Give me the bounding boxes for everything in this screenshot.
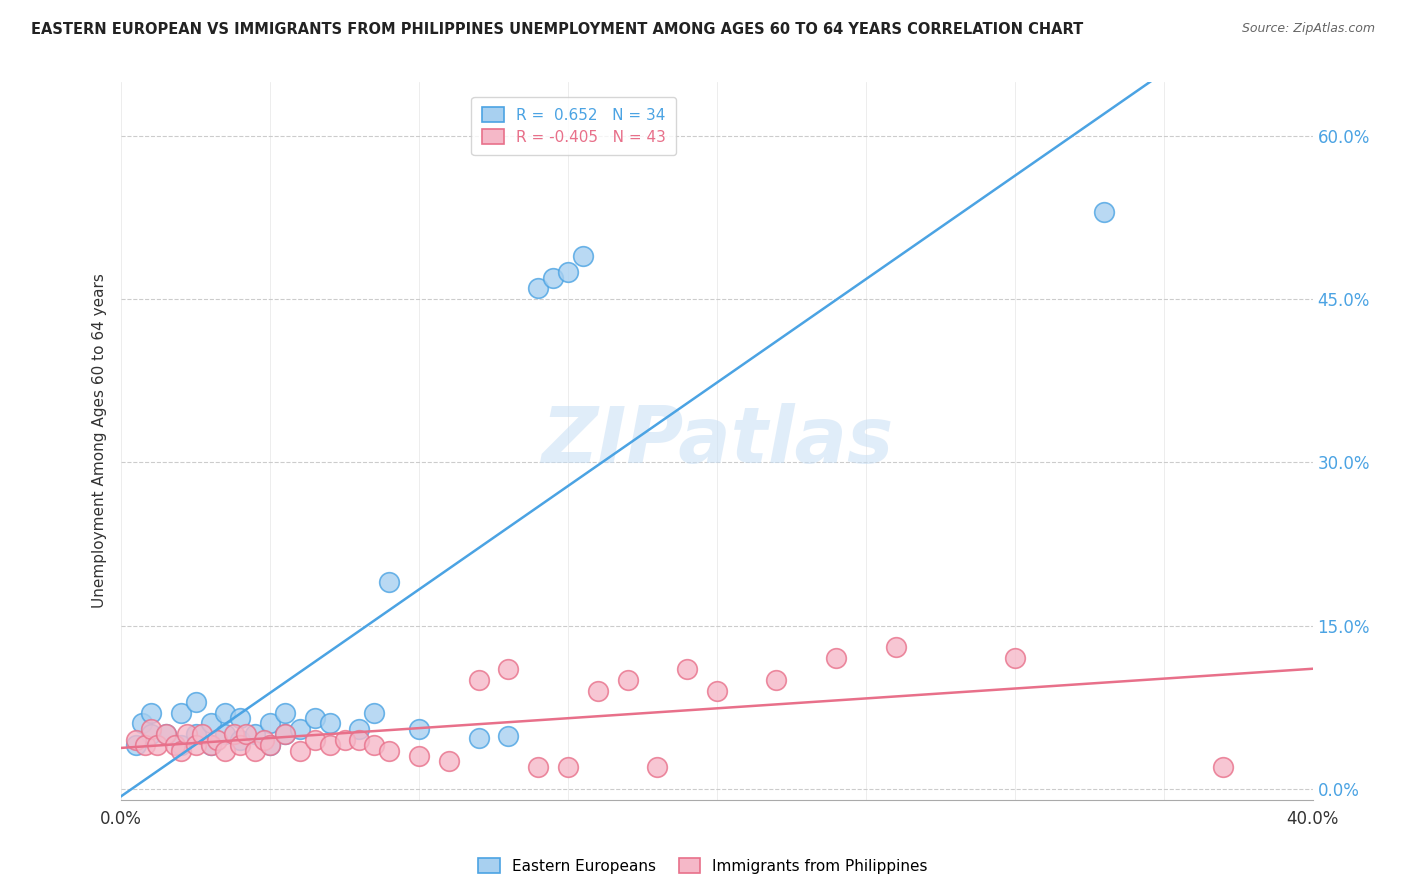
Point bbox=[498, 662, 520, 676]
Point bbox=[467, 673, 489, 687]
Point bbox=[288, 722, 311, 736]
Point bbox=[527, 760, 550, 774]
Point bbox=[304, 711, 326, 725]
Legend: Eastern Europeans, Immigrants from Philippines: Eastern Europeans, Immigrants from Phili… bbox=[472, 852, 934, 880]
Point bbox=[304, 732, 326, 747]
Point bbox=[131, 716, 153, 731]
Point bbox=[146, 738, 169, 752]
Point bbox=[616, 673, 638, 687]
Point bbox=[408, 749, 430, 764]
Point bbox=[557, 760, 579, 774]
Point bbox=[572, 249, 595, 263]
Point bbox=[765, 673, 787, 687]
Point bbox=[184, 738, 207, 752]
Point bbox=[378, 743, 401, 757]
Point bbox=[527, 281, 550, 295]
Point bbox=[378, 575, 401, 590]
Point bbox=[214, 706, 236, 720]
Point bbox=[498, 730, 520, 744]
Point bbox=[259, 716, 281, 731]
Text: Source: ZipAtlas.com: Source: ZipAtlas.com bbox=[1241, 22, 1375, 36]
Point bbox=[155, 727, 177, 741]
Point bbox=[235, 727, 257, 741]
Legend: R =  0.652   N = 34, R = -0.405   N = 43: R = 0.652 N = 34, R = -0.405 N = 43 bbox=[471, 96, 676, 155]
Point bbox=[125, 732, 148, 747]
Point bbox=[139, 722, 162, 736]
Point bbox=[155, 727, 177, 741]
Point bbox=[259, 738, 281, 752]
Point bbox=[274, 727, 297, 741]
Point bbox=[190, 727, 212, 741]
Point bbox=[200, 738, 222, 752]
Point bbox=[541, 270, 564, 285]
Point bbox=[184, 727, 207, 741]
Point bbox=[184, 695, 207, 709]
Point bbox=[437, 755, 460, 769]
Point bbox=[274, 727, 297, 741]
Point bbox=[318, 716, 340, 731]
Point bbox=[253, 732, 276, 747]
Point bbox=[134, 738, 156, 752]
Point bbox=[259, 738, 281, 752]
Text: EASTERN EUROPEAN VS IMMIGRANTS FROM PHILIPPINES UNEMPLOYMENT AMONG AGES 60 TO 64: EASTERN EUROPEAN VS IMMIGRANTS FROM PHIL… bbox=[31, 22, 1083, 37]
Point bbox=[288, 743, 311, 757]
Point bbox=[200, 738, 222, 752]
Point bbox=[200, 716, 222, 731]
Point bbox=[1212, 760, 1234, 774]
Point bbox=[229, 732, 252, 747]
Point bbox=[229, 711, 252, 725]
Point bbox=[1092, 205, 1115, 219]
Point bbox=[706, 683, 728, 698]
Point bbox=[1004, 651, 1026, 665]
Point bbox=[163, 738, 186, 752]
Point bbox=[467, 731, 489, 745]
Point bbox=[825, 651, 848, 665]
Point bbox=[274, 706, 297, 720]
Point bbox=[363, 706, 385, 720]
Point bbox=[245, 743, 267, 757]
Point bbox=[205, 732, 228, 747]
Point bbox=[224, 727, 246, 741]
Text: ZIPatlas: ZIPatlas bbox=[541, 402, 893, 479]
Point bbox=[214, 727, 236, 741]
Point bbox=[363, 738, 385, 752]
Point bbox=[170, 738, 193, 752]
Point bbox=[647, 760, 669, 774]
Point bbox=[170, 706, 193, 720]
Point bbox=[214, 743, 236, 757]
Point bbox=[318, 738, 340, 752]
Point bbox=[884, 640, 907, 655]
Y-axis label: Unemployment Among Ages 60 to 64 years: Unemployment Among Ages 60 to 64 years bbox=[93, 273, 107, 608]
Point bbox=[176, 727, 198, 741]
Point bbox=[245, 727, 267, 741]
Point bbox=[333, 732, 356, 747]
Point bbox=[229, 738, 252, 752]
Point bbox=[170, 743, 193, 757]
Point bbox=[349, 722, 371, 736]
Point bbox=[586, 683, 609, 698]
Point bbox=[557, 265, 579, 279]
Point bbox=[676, 662, 699, 676]
Point bbox=[125, 738, 148, 752]
Point bbox=[139, 706, 162, 720]
Point bbox=[408, 722, 430, 736]
Point bbox=[349, 732, 371, 747]
Point bbox=[139, 727, 162, 741]
